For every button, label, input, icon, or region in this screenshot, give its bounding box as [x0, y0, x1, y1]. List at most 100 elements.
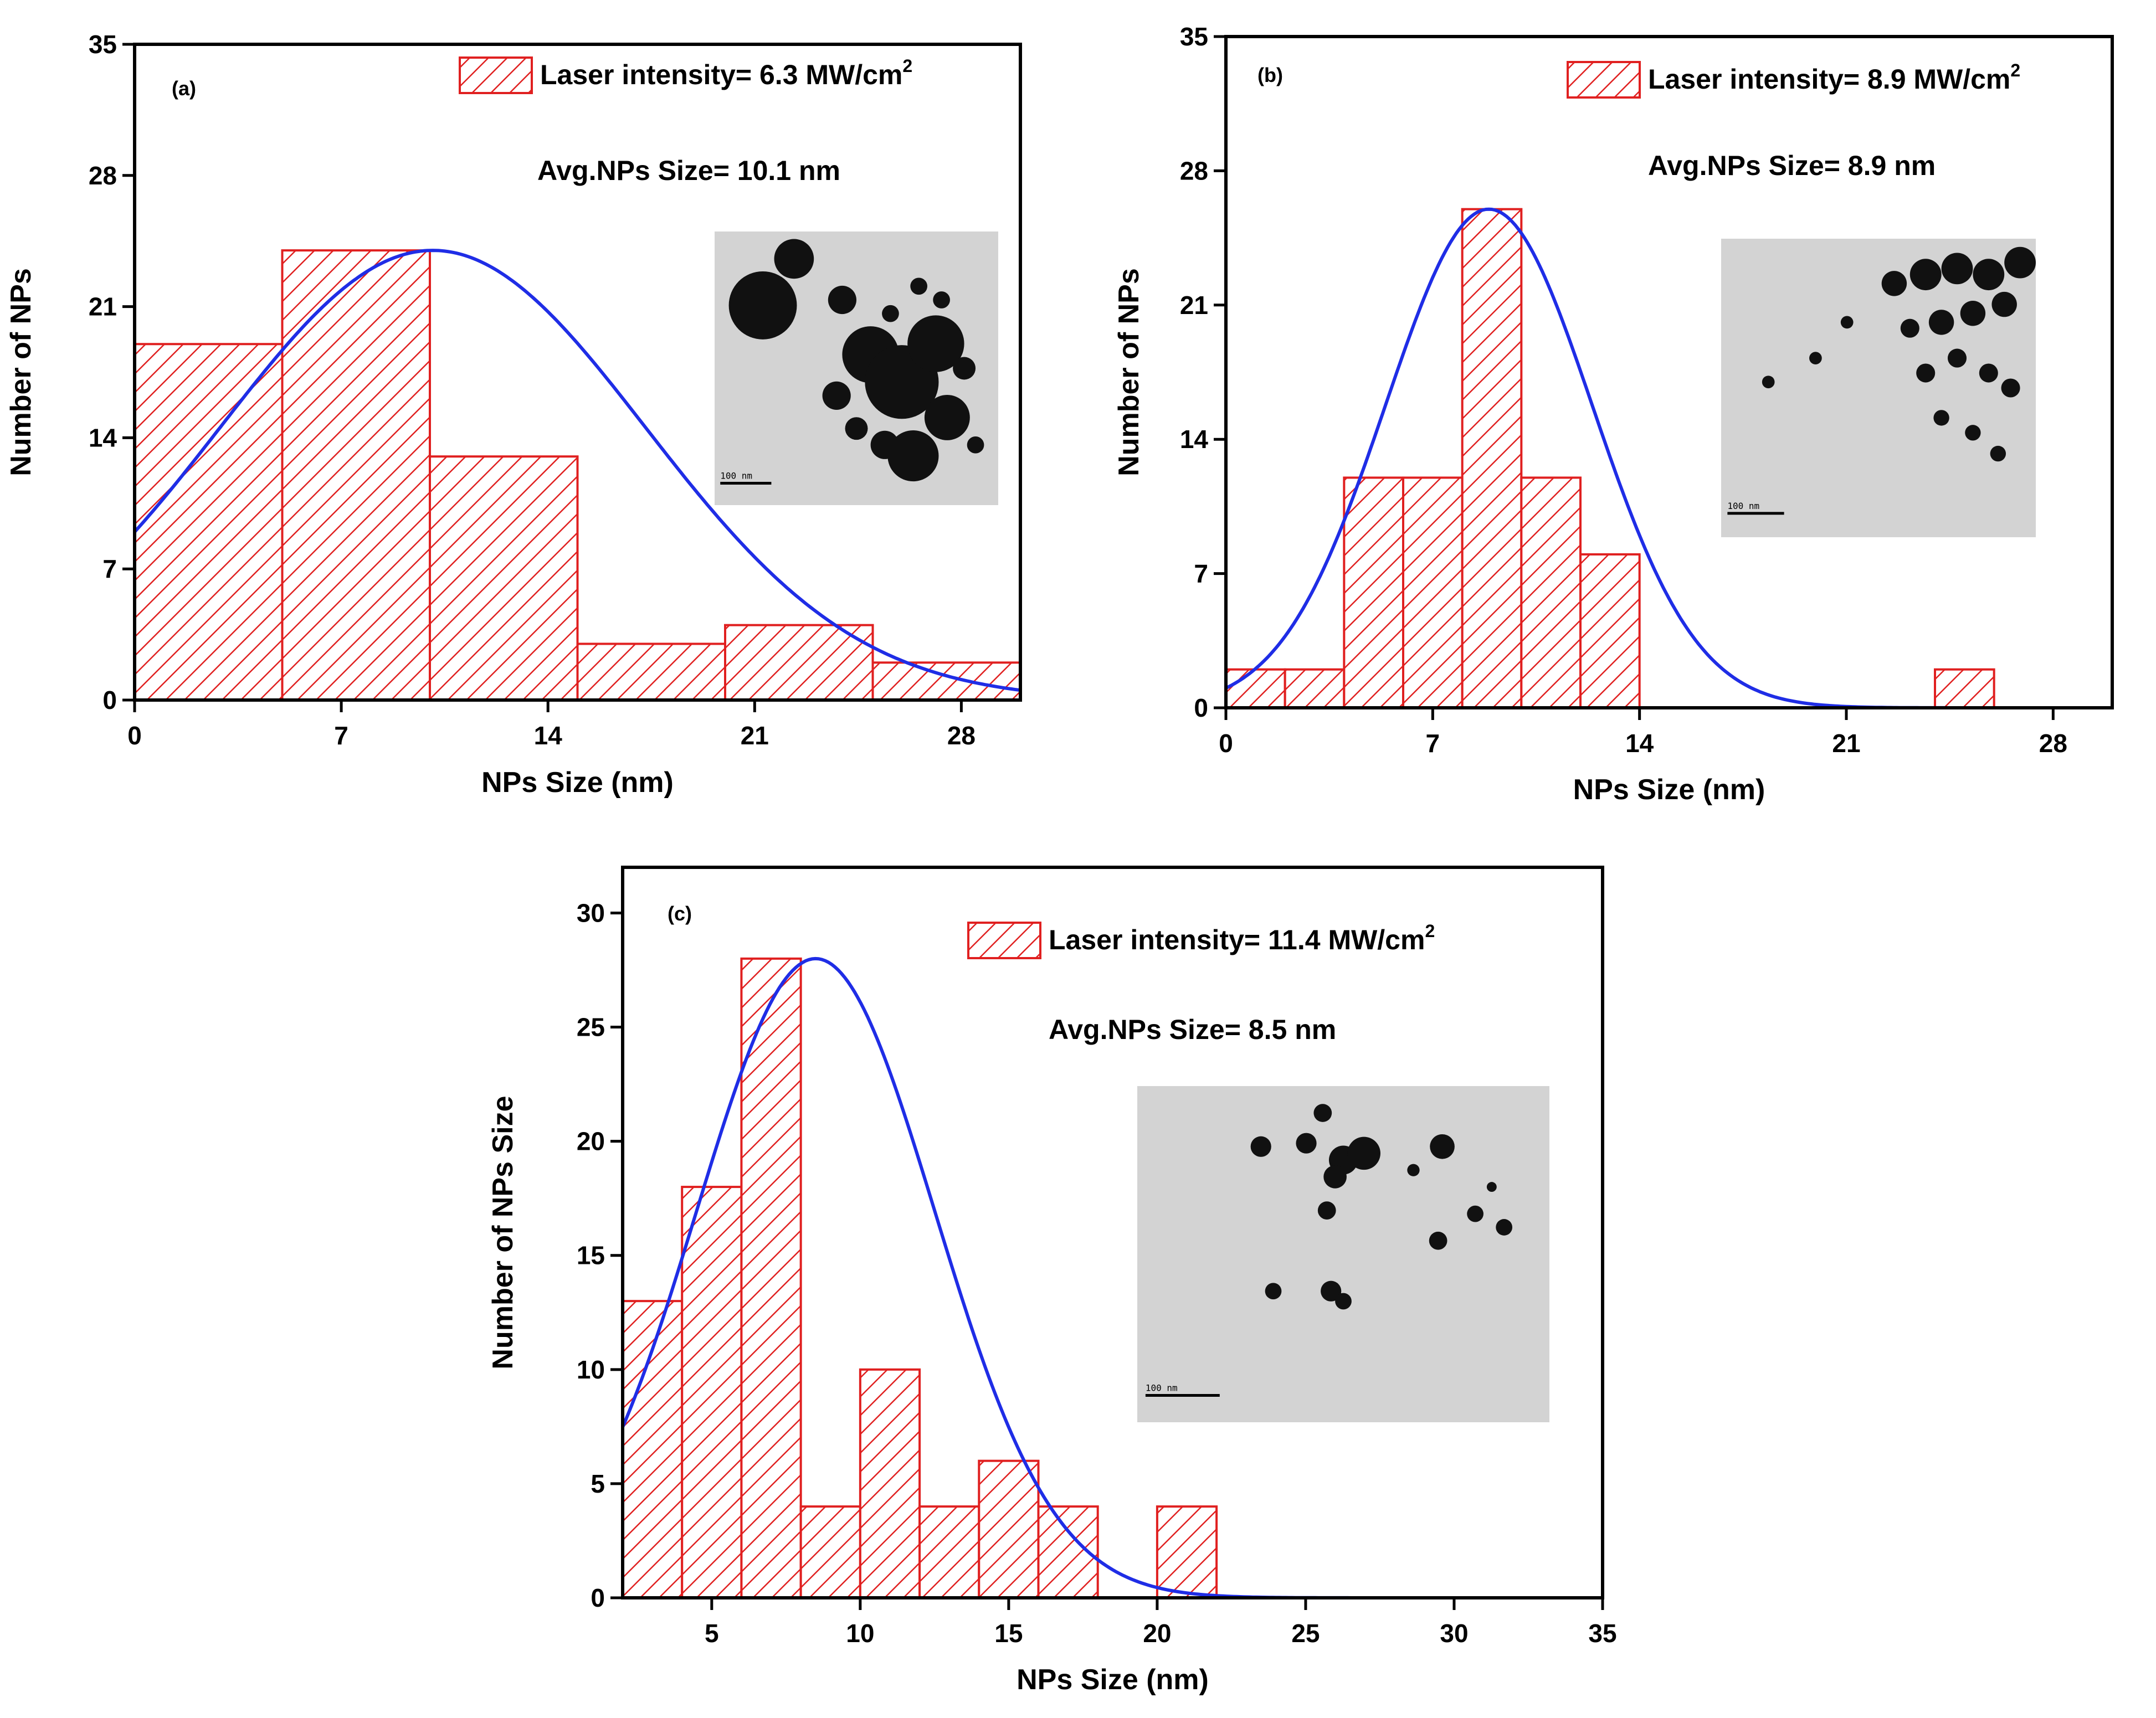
y-tick-label: 30 [577, 898, 605, 927]
panel-label: (b) [1257, 64, 1283, 86]
tem-particle [1909, 259, 1942, 291]
tem-particle [845, 417, 868, 440]
x-tick-label: 5 [705, 1619, 719, 1648]
tem-particle [1916, 363, 1936, 383]
tem-particle [1991, 291, 2017, 317]
histogram-bar [978, 1459, 1040, 1599]
scale-bar-label: 100 nm [1146, 1382, 1178, 1393]
tem-particle [1467, 1205, 1483, 1222]
legend-superscript: 2 [902, 56, 912, 76]
y-tick-label: 35 [89, 30, 117, 59]
histogram-bar [1402, 476, 1464, 709]
tem-particle [1323, 1165, 1347, 1189]
tem-particle [1265, 1283, 1282, 1300]
legend-label: Laser intensity= 11.4 MW/cm2 [1049, 921, 1435, 955]
histogram-bar [681, 1186, 743, 1599]
tem-particle [1250, 1136, 1271, 1157]
gaussian-fit-curve [133, 249, 1021, 692]
y-tick-label: 21 [89, 292, 117, 321]
tem-particle [1928, 310, 1954, 335]
tem-inset-image: 100 nm [1721, 239, 2036, 537]
x-axis-title: NPs Size (nm) [1573, 774, 1765, 806]
tem-particle [953, 357, 976, 380]
tem-particle [907, 315, 964, 372]
tem-particle [1429, 1231, 1447, 1250]
legend-swatch [459, 56, 533, 94]
y-tick-label: 25 [577, 1013, 605, 1042]
tem-particle [1990, 445, 2006, 462]
scale-bar-label: 100 nm [1727, 501, 1759, 511]
y-tick-label: 0 [591, 1583, 605, 1612]
histogram-bar [134, 343, 284, 701]
y-tick-label: 28 [89, 161, 117, 190]
chart-panel-1: 0 7 14 21 28 0 7 14 21 28 35 NPs Size (nm) Number of… [5, 30, 1022, 799]
tem-particle [1933, 410, 1949, 426]
panel-label: (c) [668, 902, 692, 925]
avg-size-annotation: Avg.NPs Size= 8.5 nm [1049, 1014, 1336, 1045]
panels: 0 7 14 21 28 0 7 14 21 28 35 NPs Size (nm) Number of… [5, 22, 2114, 1696]
tem-particle [887, 430, 939, 482]
y-tick-label: 28 [1180, 156, 1208, 185]
histogram-bar [871, 661, 1021, 702]
histogram-bar [1520, 476, 1582, 709]
y-tick-label: 20 [577, 1127, 605, 1156]
tem-particle [828, 285, 856, 315]
y-tick-label: 7 [102, 554, 117, 583]
histogram-bar [1934, 668, 1995, 709]
tem-inset-image: 100 nm [1137, 1086, 1549, 1422]
histogram-bar [1284, 668, 1346, 709]
y-axis-title: Number of NPs [1113, 268, 1145, 476]
y-axis-title: Number of NPs [5, 268, 37, 476]
x-tick-label: 30 [1440, 1619, 1468, 1648]
tem-particle [2004, 246, 2036, 279]
x-axis-title: NPs Size (nm) [1017, 1664, 1209, 1696]
tem-particle [1321, 1280, 1342, 1302]
x-tick-label: 0 [1219, 729, 1233, 758]
plot-frame [1224, 35, 2114, 709]
x-tick-label: 0 [127, 721, 142, 750]
tem-particle [1313, 1104, 1332, 1122]
tem-particle [1965, 425, 1981, 441]
histogram-bar [859, 1368, 921, 1599]
x-tick-label: 28 [947, 721, 976, 750]
x-tick-label: 25 [1291, 1619, 1320, 1648]
histogram-bar [724, 624, 874, 701]
legend-label: Laser intensity= 6.3 MW/cm2 [540, 56, 912, 90]
tem-particle [924, 394, 970, 440]
plot-frame [133, 43, 1022, 702]
tem-particle [1430, 1134, 1455, 1159]
tem-particle [1486, 1182, 1497, 1192]
tem-particle [1317, 1201, 1336, 1220]
chart-panel-2: 0 7 14 21 28 0 7 14 21 28 35 NPs Size (nm) Number of… [1113, 22, 2114, 806]
tem-particle [1347, 1136, 1380, 1170]
y-tick-label: 14 [1180, 425, 1209, 454]
avg-size-annotation: Avg.NPs Size= 10.1 nm [537, 155, 840, 186]
tem-particle [910, 277, 927, 295]
histogram-bar [1343, 476, 1404, 709]
tem-particle [2001, 378, 2020, 398]
avg-size-annotation: Avg.NPs Size= 8.9 nm [1648, 150, 1936, 181]
y-axis-title: Number of NPs Size [487, 1095, 519, 1369]
x-tick-label: 14 [1625, 729, 1654, 758]
legend-label: Laser intensity= 8.9 MW/cm2 [1648, 60, 2020, 95]
y-tick-label: 35 [1180, 22, 1208, 51]
legend-swatch [967, 922, 1041, 959]
tem-particle [933, 291, 950, 308]
x-tick-label: 21 [1832, 729, 1860, 758]
tem-particle [774, 239, 814, 279]
x-tick-label: 14 [534, 721, 563, 750]
tem-particle [967, 436, 984, 454]
y-tick-label: 10 [577, 1355, 605, 1384]
y-tick-label: 7 [1194, 559, 1208, 588]
x-tick-label: 10 [846, 1619, 874, 1648]
tem-particle [1496, 1219, 1513, 1236]
tem-particle [1979, 363, 1998, 383]
x-tick-label: 20 [1143, 1619, 1171, 1648]
histogram-bar [281, 249, 431, 702]
y-tick-label: 15 [577, 1241, 605, 1270]
x-tick-label: 15 [994, 1619, 1023, 1648]
y-tick-label: 0 [1194, 693, 1208, 722]
tem-particle [1296, 1133, 1317, 1154]
histogram-bar [1225, 668, 1286, 709]
tem-particle [1900, 318, 1919, 338]
